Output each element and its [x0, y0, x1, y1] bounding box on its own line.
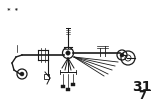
Text: 31: 31 [132, 80, 152, 94]
Bar [61, 85, 65, 88]
Bar [66, 88, 70, 91]
Text: * *: * * [7, 8, 18, 13]
Circle shape [120, 53, 124, 57]
Circle shape [20, 72, 24, 76]
Text: 7: 7 [138, 91, 146, 101]
Circle shape [66, 51, 70, 55]
Bar [71, 83, 75, 86]
Bar [44, 74, 49, 79]
